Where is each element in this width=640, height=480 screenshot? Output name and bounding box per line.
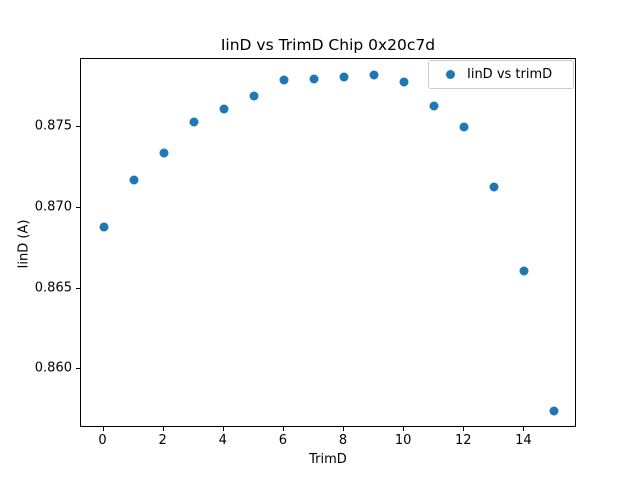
x-tick-label: 10 — [394, 433, 412, 448]
x-tick-label: 12 — [454, 433, 472, 448]
x-tick-label: 6 — [278, 433, 288, 448]
data-point — [309, 74, 319, 84]
y-tick-mark — [76, 126, 80, 128]
y-tick-mark — [76, 287, 80, 289]
legend-marker-icon — [446, 70, 455, 79]
x-axis-label: TrimD — [309, 452, 347, 467]
x-tick-label: 2 — [158, 433, 167, 448]
data-point — [369, 70, 379, 80]
chart-title: IinD vs TrimD Chip 0x20c7d — [220, 36, 436, 54]
data-point — [429, 101, 439, 111]
data-point — [159, 148, 169, 158]
legend: IinD vs trimD — [428, 60, 574, 89]
data-point — [249, 91, 259, 101]
plot-area: IinD vs trimD — [80, 58, 576, 427]
x-tick-label: 0 — [98, 433, 107, 448]
x-tick-label: 14 — [515, 433, 532, 448]
data-point — [189, 117, 199, 127]
y-tick-label: 0.875 — [34, 118, 72, 134]
data-point — [489, 182, 499, 192]
x-tick-label: 8 — [338, 433, 348, 448]
y-tick-mark — [76, 368, 80, 370]
data-point — [339, 72, 349, 82]
y-tick-label: 0.870 — [34, 199, 72, 215]
y-tick-mark — [76, 206, 80, 208]
x-tick-mark — [282, 427, 284, 431]
data-point — [99, 222, 109, 232]
data-point — [279, 75, 289, 85]
x-tick-mark — [162, 427, 164, 431]
data-point — [459, 122, 469, 132]
x-tick-mark — [523, 427, 525, 431]
x-tick-mark — [463, 427, 465, 431]
x-tick-mark — [222, 427, 224, 431]
data-point — [399, 77, 409, 87]
x-tick-label: 4 — [218, 433, 227, 448]
data-point — [129, 175, 139, 185]
data-point — [519, 266, 529, 276]
y-tick-label: 0.865 — [34, 280, 72, 296]
x-tick-mark — [343, 427, 345, 431]
x-tick-mark — [102, 427, 104, 431]
x-tick-mark — [403, 427, 405, 431]
data-point — [219, 104, 229, 114]
legend-label: IinD vs trimD — [467, 67, 553, 82]
data-point — [549, 406, 559, 416]
y-tick-label: 0.860 — [34, 360, 72, 376]
